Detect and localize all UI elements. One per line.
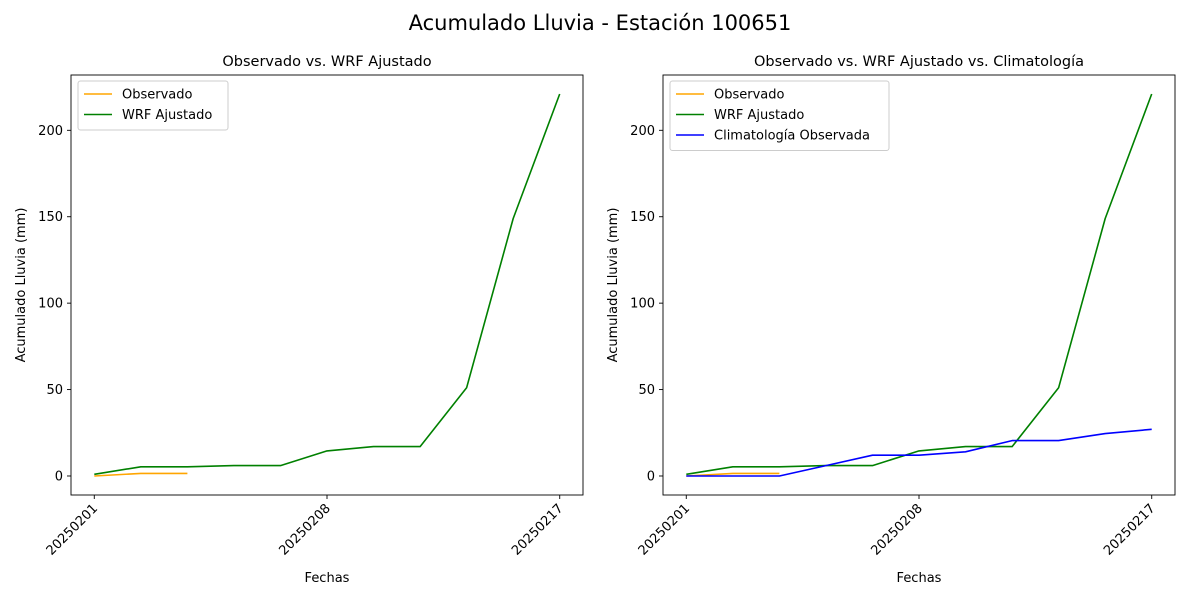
chart-1-ylabel: Acumulado Lluvia (mm) <box>14 208 29 363</box>
chart-1-series-observado-line <box>94 472 188 477</box>
chart-2: Observado vs. WRF Ajustado vs. Climatolo… <box>606 54 1176 586</box>
chart-2-xlabel: Fechas <box>897 571 942 586</box>
chart-1: Observado vs. WRF Ajustado 0 50 100 150 200 20… <box>14 54 584 586</box>
chart-1-ytick-label: 150 <box>38 210 63 225</box>
chart-2-xtick-label: 20250208 <box>868 501 925 558</box>
chart-2-xtick-label: 20250217 <box>1101 501 1158 558</box>
chart-2-legend-label: Observado <box>714 88 785 103</box>
chart-1-legend <box>77 80 229 131</box>
chart-2-ytick-label: 200 <box>630 124 655 139</box>
chart-1-ytick-label: 100 <box>38 297 63 312</box>
chart-2-ylabel: Acumulado Lluvia (mm) <box>606 208 621 363</box>
chart-1-legend-label: WRF Ajustado <box>122 108 212 123</box>
chart-2-title: Observado vs. WRF Ajustado vs. Climatolo… <box>754 54 1084 70</box>
chart-1-ytick-label: 50 <box>46 383 63 398</box>
chart-2-legend <box>669 80 890 151</box>
chart-1-xtick-label: 20250217 <box>509 501 566 558</box>
chart-1-xtick-label: 20250208 <box>276 501 333 558</box>
chart-2-series-observado-line <box>686 472 780 477</box>
chart-1-xtick-label: 20250201 <box>44 501 101 558</box>
chart-2-plot-frame <box>662 74 1176 496</box>
chart-2-ytick-label: 50 <box>638 383 655 398</box>
chart-1-series-wrf-ajustado-line <box>94 93 561 476</box>
chart-2-series-wrf-ajustado-line <box>686 93 1153 476</box>
chart-1-ytick-label: 200 <box>38 124 63 139</box>
chart-1-title: Observado vs. WRF Ajustado <box>222 54 431 70</box>
chart-2-ytick-label: 0 <box>647 469 655 484</box>
chart-1-xlabel: Fechas <box>305 571 350 586</box>
chart-2-legend-label: WRF Ajustado <box>714 108 804 123</box>
chart-2-xtick-label: 20250201 <box>636 501 693 558</box>
chart-1-ytick-label: 0 <box>55 469 63 484</box>
chart-1-plot-frame <box>70 74 584 496</box>
chart-2-ytick-label: 100 <box>630 297 655 312</box>
figure-suptitle: Acumulado Lluvia - Estación 100651 <box>409 11 792 35</box>
charts-container: Observado vs. WRF Ajustado 0 50 100 150 200 20… <box>14 54 1176 586</box>
chart-1-legend-label: Observado <box>122 88 193 103</box>
chart-2-series-climatologia-observada-line <box>686 428 1152 477</box>
chart-2-legend-label: Climatología Observada <box>714 129 870 144</box>
chart-2-ytick-label: 150 <box>630 210 655 225</box>
